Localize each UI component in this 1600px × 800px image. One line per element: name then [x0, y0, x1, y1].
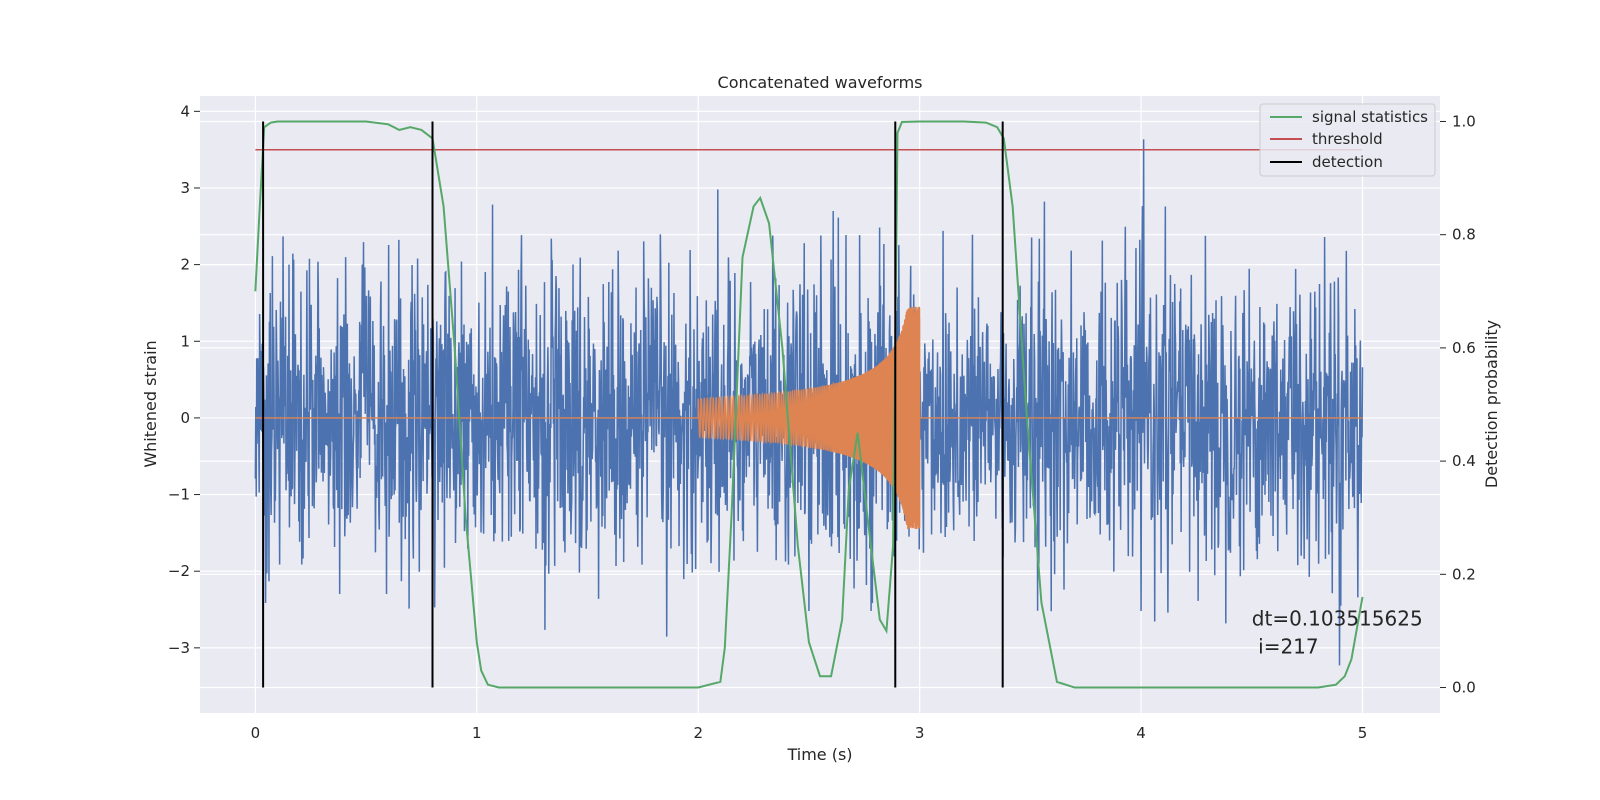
y-left-tick-label: 0 [180, 409, 190, 427]
y-left-tick-label: −2 [168, 562, 190, 580]
detection-lines [262, 121, 1004, 688]
legend-label-detection: detection [1312, 153, 1383, 171]
x-tick-label: 2 [693, 724, 703, 742]
y-right-axis-ticks: 0.0 0.2 0.4 0.6 0.8 1.0 [1440, 112, 1476, 697]
legend-label-signal-statistics: signal statistics [1312, 108, 1428, 126]
y-right-tick-label: 0.0 [1452, 679, 1476, 697]
y-right-tick-label: 0.6 [1452, 339, 1476, 357]
y-right-tick-label: 1.0 [1452, 112, 1476, 130]
y-right-tick-label: 0.4 [1452, 452, 1476, 470]
y-left-axis-ticks: −3 −2 −1 0 1 2 3 4 [168, 102, 200, 657]
x-tick-label: 4 [1136, 724, 1146, 742]
x-tick-label: 3 [915, 724, 925, 742]
y-left-tick-label: 2 [180, 256, 190, 274]
x-axis-label: Time (s) [786, 745, 852, 764]
y-left-axis-label: Whitened strain [141, 340, 160, 467]
annotation-index: i=217 [1252, 635, 1319, 659]
x-tick-label: 0 [251, 724, 261, 742]
legend-label-threshold: threshold [1312, 130, 1383, 148]
x-axis-ticks: 0 1 2 3 4 5 [251, 724, 1368, 742]
data-layer [254, 120, 1364, 689]
y-right-tick-label: 0.8 [1452, 226, 1476, 244]
x-tick-label: 1 [472, 724, 482, 742]
legend-box [1259, 103, 1436, 177]
x-tick-label: 5 [1358, 724, 1368, 742]
y-left-tick-label: −3 [168, 639, 190, 657]
y-left-tick-label: 4 [180, 102, 190, 120]
y-right-axis-label: Detection probability [1482, 320, 1501, 488]
whitened-strain-line [254, 139, 1364, 666]
chart-title: Concatenated waveforms [718, 73, 923, 92]
y-left-tick-label: 1 [180, 332, 190, 350]
signal-statistics-line [254, 120, 1364, 689]
y-left-tick-label: −1 [168, 486, 190, 504]
y-left-tick-label: 3 [180, 179, 190, 197]
y-right-tick-label: 0.2 [1452, 565, 1476, 583]
legend: signal statistics threshold detection [1259, 103, 1436, 177]
annotation-dt: dt=0.103515625 [1252, 606, 1423, 630]
